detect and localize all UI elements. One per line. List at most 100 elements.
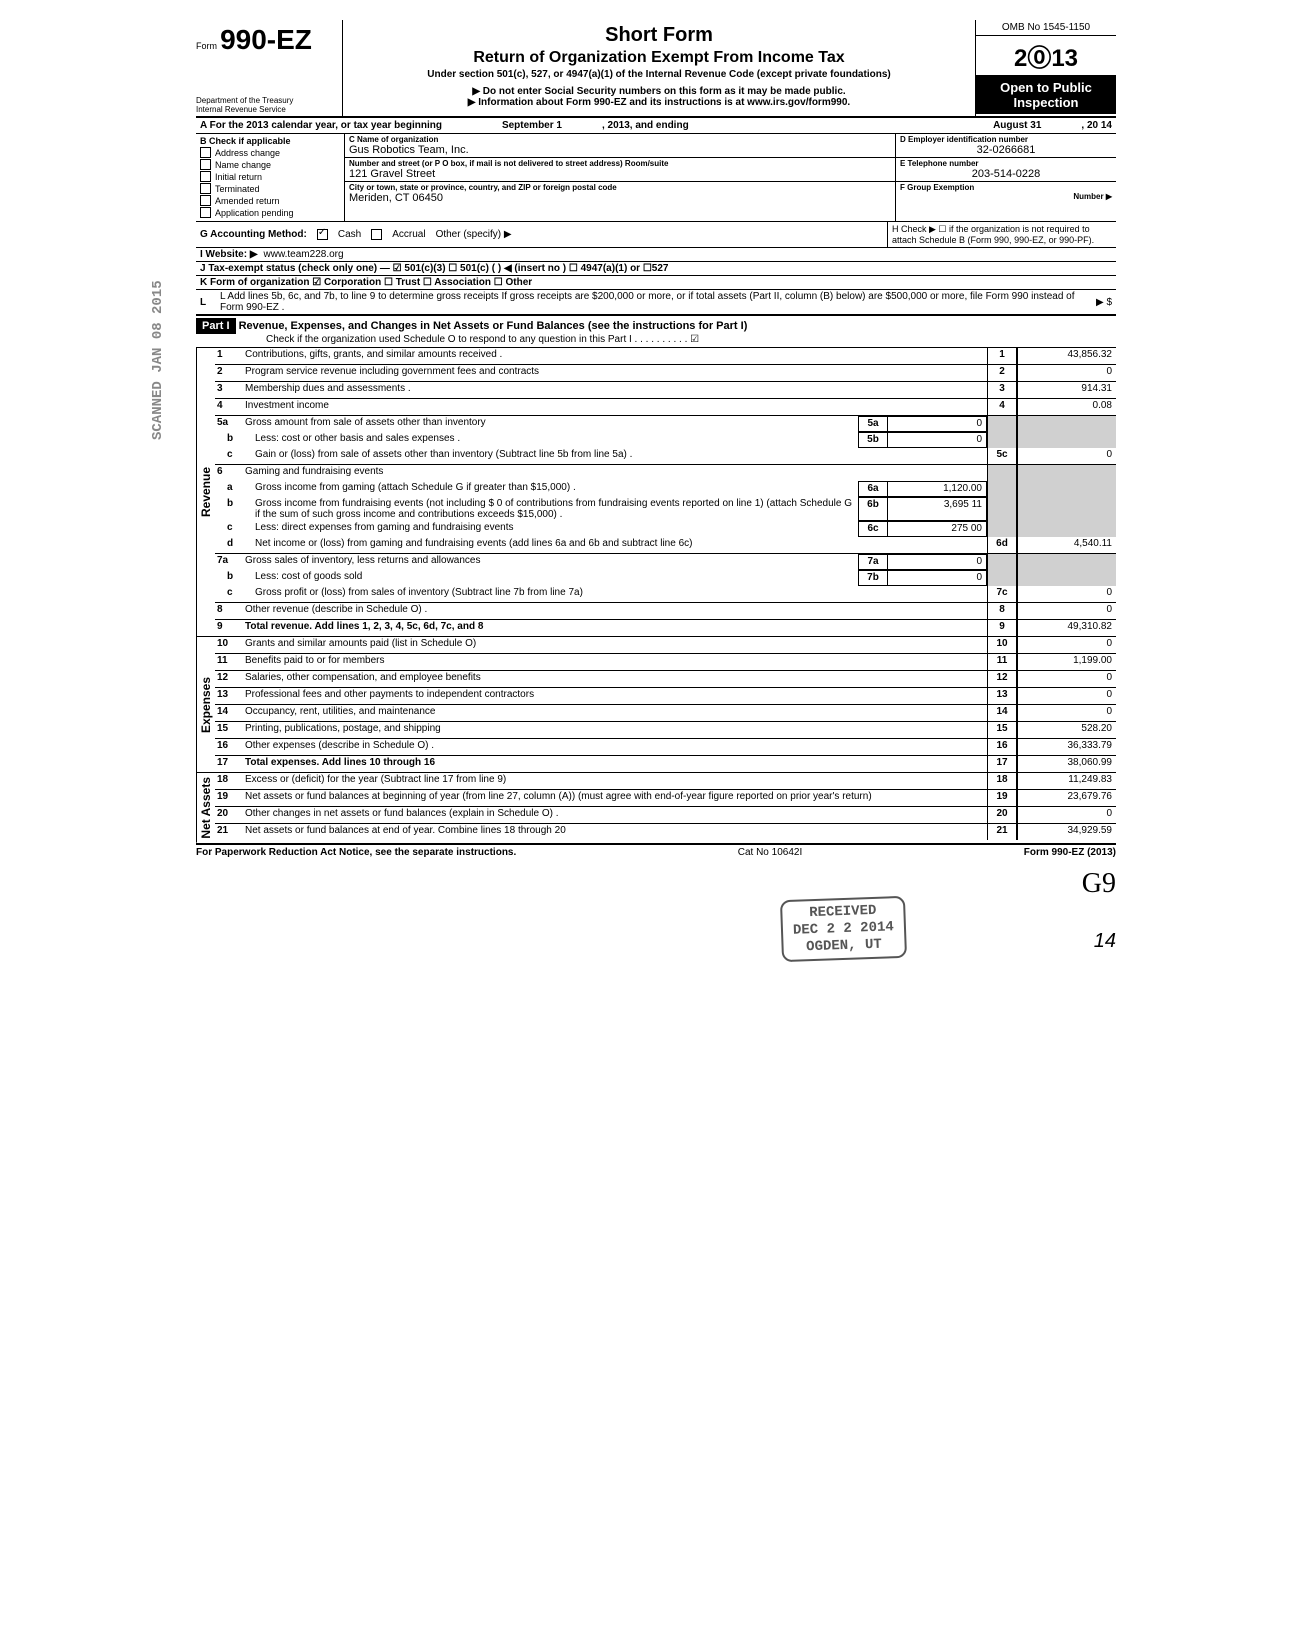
header-right: OMB No 1545-1150 2⓪13 Open to Public Ins…: [975, 20, 1116, 116]
row-a-yr: , 20 14: [1081, 120, 1112, 131]
e-lbl: E Telephone number: [900, 159, 1112, 168]
line-2: Program service revenue including govern…: [243, 365, 987, 381]
row-a-end: August 31: [993, 120, 1041, 131]
line-2-val: 0: [1017, 365, 1116, 381]
line-20-val: 0: [1017, 807, 1116, 823]
line-5c: Gain or (loss) from sale of assets other…: [253, 448, 987, 464]
header-left: Form 990-EZ Department of the Treasury I…: [196, 20, 343, 116]
i-lbl: I Website: ▶: [200, 249, 258, 260]
line-6c: Less: direct expenses from gaming and fu…: [253, 521, 858, 537]
revenue-label: Revenue: [196, 348, 215, 636]
row-h: H Check ▶ ☐ if the organization is not r…: [887, 222, 1116, 247]
line-5b: Less: cost or other basis and sales expe…: [253, 432, 858, 448]
line-17-val: 38,060.99: [1017, 756, 1116, 772]
line-1-val: 43,856.32: [1017, 348, 1116, 364]
line-6c-val: 275 00: [887, 521, 987, 537]
l-txt: L Add lines 5b, 6c, and 7b, to line 9 to…: [220, 291, 1090, 313]
line-10: Grants and similar amounts paid (list in…: [243, 637, 987, 653]
g-lbl: G Accounting Method:: [200, 229, 307, 240]
part1-label: Part I: [196, 318, 236, 334]
line-3: Membership dues and assessments .: [243, 382, 987, 398]
c-name-val: Gus Robotics Team, Inc.: [349, 144, 891, 156]
netassets-label: Net Assets: [196, 773, 215, 843]
line-20: Other changes in net assets or fund bala…: [243, 807, 987, 823]
b-pending[interactable]: Application pending: [200, 207, 340, 218]
row-i: I Website: ▶ www.team228.org: [196, 248, 1116, 262]
line-8-val: 0: [1017, 603, 1116, 619]
header-mid: Short Form Return of Organization Exempt…: [343, 20, 975, 116]
col-c: C Name of organization Gus Robotics Team…: [345, 134, 895, 221]
line-11: Benefits paid to or for members: [243, 654, 987, 670]
revenue-section: Revenue 1Contributions, gifts, grants, a…: [196, 348, 1116, 637]
line-16-val: 36,333.79: [1017, 739, 1116, 755]
line-4-val: 0.08: [1017, 399, 1116, 415]
line-13-val: 0: [1017, 688, 1116, 704]
line-5a-val: 0: [887, 416, 987, 432]
g-accrual: Accrual: [392, 229, 425, 240]
dept-1: Department of the Treasury: [196, 96, 336, 105]
title-short-form: Short Form: [349, 24, 969, 47]
line-6d-val: 4,540.11: [1017, 537, 1116, 553]
block-bcdef: B Check if applicable Address change Nam…: [196, 134, 1116, 222]
k-txt: K Form of organization ☑ Corporation ☐ T…: [200, 277, 532, 288]
line-6d: Net income or (loss) from gaming and fun…: [253, 537, 987, 553]
footer: For Paperwork Reduction Act Notice, see …: [196, 845, 1116, 858]
line-19: Net assets or fund balances at beginning…: [243, 790, 987, 806]
line-7c-val: 0: [1017, 586, 1116, 602]
part1-desc: Revenue, Expenses, and Changes in Net As…: [239, 320, 748, 332]
g-accrual-check[interactable]: [371, 229, 382, 240]
line-21-val: 34,929.59: [1017, 824, 1116, 840]
line-6: Gaming and fundraising events: [243, 465, 987, 481]
footer-right: Form 990-EZ (2013): [1024, 847, 1116, 858]
row-j: J Tax-exempt status (check only one) — ☑…: [196, 262, 1116, 276]
line-8: Other revenue (describe in Schedule O) .: [243, 603, 987, 619]
f-lbl2: Number ▶: [900, 192, 1112, 201]
i-val: www.team228.org: [264, 249, 344, 260]
line-15-val: 528.20: [1017, 722, 1116, 738]
line-14-val: 0: [1017, 705, 1116, 721]
b-address-change[interactable]: Address change: [200, 147, 340, 158]
line-14: Occupancy, rent, utilities, and maintena…: [243, 705, 987, 721]
row-g: G Accounting Method: Cash Accrual Other …: [196, 222, 887, 247]
b-name-change[interactable]: Name change: [200, 159, 340, 170]
line-7c: Gross profit or (loss) from sales of inv…: [253, 586, 987, 602]
b-initial-return[interactable]: Initial return: [200, 171, 340, 182]
line-7b-val: 0: [887, 570, 987, 586]
line-12: Salaries, other compensation, and employ…: [243, 671, 987, 687]
g-cash-check[interactable]: [317, 229, 328, 240]
b-amended[interactable]: Amended return: [200, 195, 340, 206]
line-19-val: 23,679.76: [1017, 790, 1116, 806]
line-16: Other expenses (describe in Schedule O) …: [243, 739, 987, 755]
line-9: Total revenue. Add lines 1, 2, 3, 4, 5c,…: [243, 620, 987, 636]
line-6a-val: 1,120.00: [887, 481, 987, 497]
row-k: K Form of organization ☑ Corporation ☐ T…: [196, 276, 1116, 290]
footer-left: For Paperwork Reduction Act Notice, see …: [196, 847, 516, 858]
line-18: Excess or (deficit) for the year (Subtra…: [243, 773, 987, 789]
row-a-begin: September 1: [502, 120, 562, 131]
line-3-val: 914.31: [1017, 382, 1116, 398]
signature: G9: [196, 868, 1116, 900]
line-13: Professional fees and other payments to …: [243, 688, 987, 704]
omb-number: OMB No 1545-1150: [976, 20, 1116, 36]
stamp-received-l1: RECEIVED: [792, 902, 893, 922]
line-5c-val: 0: [1017, 448, 1116, 464]
sub-1: Under section 501(c), 527, or 4947(a)(1)…: [349, 69, 969, 80]
line-7a-val: 0: [887, 554, 987, 570]
f-lbl: F Group Exemption: [900, 183, 1112, 192]
part1-check: Check if the organization used Schedule …: [196, 334, 1116, 345]
l-arrow: ▶ $: [1096, 297, 1112, 308]
page-number: 14: [196, 930, 1116, 953]
line-17: Total expenses. Add lines 10 through 16: [243, 756, 987, 772]
g-cash: Cash: [338, 229, 361, 240]
b-header: B Check if applicable: [200, 136, 340, 146]
b-terminated[interactable]: Terminated: [200, 183, 340, 194]
line-12-val: 0: [1017, 671, 1116, 687]
line-4: Investment income: [243, 399, 987, 415]
c-city-lbl: City or town, state or province, country…: [349, 183, 891, 192]
line-7b: Less: cost of goods sold: [253, 570, 858, 586]
e-val: 203-514-0228: [900, 168, 1112, 180]
footer-mid: Cat No 10642I: [738, 847, 803, 858]
row-a-mid: , 2013, and ending: [602, 120, 689, 131]
line-5b-val: 0: [887, 432, 987, 448]
line-6a: Gross income from gaming (attach Schedul…: [253, 481, 858, 497]
